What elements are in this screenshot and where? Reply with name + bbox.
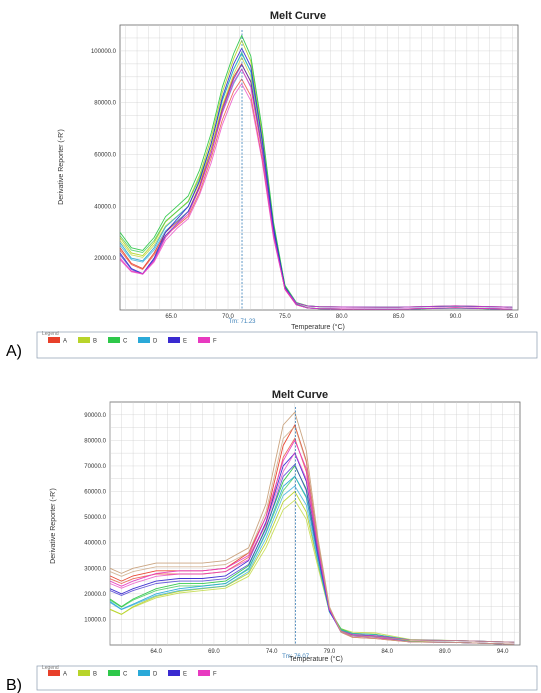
x-tick-labels: 64.0 69.0 74.0 79.0 84.0 89.0 94.0 — [150, 649, 509, 655]
series-line-a — [109, 411, 515, 645]
tm-label: Tm: 76.07 — [282, 654, 310, 660]
legend-label: C — [123, 339, 128, 345]
legend-swatch-a — [48, 670, 60, 676]
legend-label: F — [213, 339, 217, 345]
panel-label: A) — [6, 343, 22, 360]
legend-label: A — [63, 339, 67, 345]
y-tick-label: 40000.0 — [84, 541, 106, 547]
legend-swatch-d — [138, 670, 150, 676]
legend-label: A — [63, 672, 67, 678]
x-tick-label: 85.0 — [393, 314, 405, 320]
y-tick-label: 60000.0 — [94, 153, 116, 159]
y-tick-label: 30000.0 — [84, 566, 106, 572]
x-axis-label: Temperature (°C) — [289, 655, 343, 663]
x-tick-label: 70.0 — [222, 314, 234, 320]
y-tick-label: 20000.0 — [94, 256, 116, 262]
series-line-f — [109, 452, 515, 643]
x-axis-label: Temperature (°C) — [291, 323, 345, 331]
legend-swatch-b — [78, 337, 90, 343]
y-tick-label: 40000.0 — [94, 204, 116, 210]
grid — [109, 402, 520, 645]
legend-title: Legend — [42, 665, 59, 671]
legend-swatch-f — [198, 337, 210, 343]
y-tick-label: 80000.0 — [94, 101, 116, 107]
x-tick-label: 95.0 — [506, 314, 518, 320]
legend-swatch-f — [198, 670, 210, 676]
legend-swatch-d — [138, 337, 150, 343]
legend-swatch-e — [168, 337, 180, 343]
y-tick-label: 70000.0 — [84, 464, 106, 470]
panel-label: B) — [6, 677, 22, 693]
y-tick-label: 100000.0 — [91, 49, 117, 55]
legend-label: E — [183, 339, 187, 345]
y-axis-label: Derivative Reporter (-R') — [58, 129, 65, 205]
legend-swatch-e — [168, 670, 180, 676]
x-tick-label: 64.0 — [150, 649, 162, 655]
x-tick-label: 79.0 — [324, 649, 336, 655]
chart-title: Melt Curve — [272, 389, 328, 401]
series-lines — [109, 411, 515, 645]
panel-b: Melt Curve 10000.0 20000.0 30000.0 40000.0 5… — [6, 389, 538, 693]
legend-swatch-c — [108, 337, 120, 343]
legend: A B C D E F — [48, 670, 217, 678]
x-tick-label: 89.0 — [439, 649, 451, 655]
legend-box — [36, 331, 538, 359]
y-tick-label: 80000.0 — [84, 438, 106, 444]
x-tick-label: 69.0 — [208, 649, 220, 655]
legend-label: D — [153, 672, 158, 678]
legend: A B C D E F — [48, 337, 217, 345]
legend-swatch-b — [78, 670, 90, 676]
legend-label: C — [123, 672, 128, 678]
y-tick-label: 60000.0 — [84, 490, 106, 496]
legend-label: F — [213, 672, 217, 678]
y-tick-label: 10000.0 — [84, 617, 106, 623]
x-tick-label: 80.0 — [336, 314, 348, 320]
x-tick-label: 65.0 — [165, 314, 177, 320]
legend-label: D — [153, 339, 158, 345]
legend-box — [36, 665, 538, 691]
y-tick-labels: 20000.0 40000.0 60000.0 80000.0 100000.0 — [91, 49, 117, 262]
y-axis-label: Derivative Reporter (-R') — [50, 488, 57, 564]
y-tick-labels: 10000.0 20000.0 30000.0 40000.0 50000.0 60000… — [84, 413, 106, 624]
series-line-b — [109, 499, 515, 643]
x-tick-label: 84.0 — [381, 649, 393, 655]
legend-label: B — [93, 339, 97, 345]
series-line-d — [109, 485, 515, 643]
x-tick-label: 75.0 — [279, 314, 291, 320]
x-tick-labels: 65.0 70.0 75.0 80.0 85.0 90.0 95.0 — [165, 314, 518, 320]
legend-swatch-a — [48, 337, 60, 343]
panel-a: Melt Curve 20000.0 40000.0 60000.0 80000.0 1… — [6, 10, 538, 360]
x-tick-label: 90.0 — [450, 314, 462, 320]
tm-label: Tm: 71.23 — [229, 319, 257, 325]
y-tick-label: 20000.0 — [84, 592, 106, 598]
legend-label: E — [183, 672, 187, 678]
legend-label: B — [93, 672, 97, 678]
x-tick-label: 94.0 — [497, 649, 509, 655]
x-tick-label: 74.0 — [266, 649, 278, 655]
legend-swatch-c — [108, 670, 120, 676]
y-tick-label: 90000.0 — [84, 413, 106, 419]
series-line-a — [109, 426, 515, 643]
legend-title: Legend — [42, 331, 59, 337]
y-tick-label: 50000.0 — [84, 515, 106, 521]
chart-title: Melt Curve — [270, 10, 326, 22]
